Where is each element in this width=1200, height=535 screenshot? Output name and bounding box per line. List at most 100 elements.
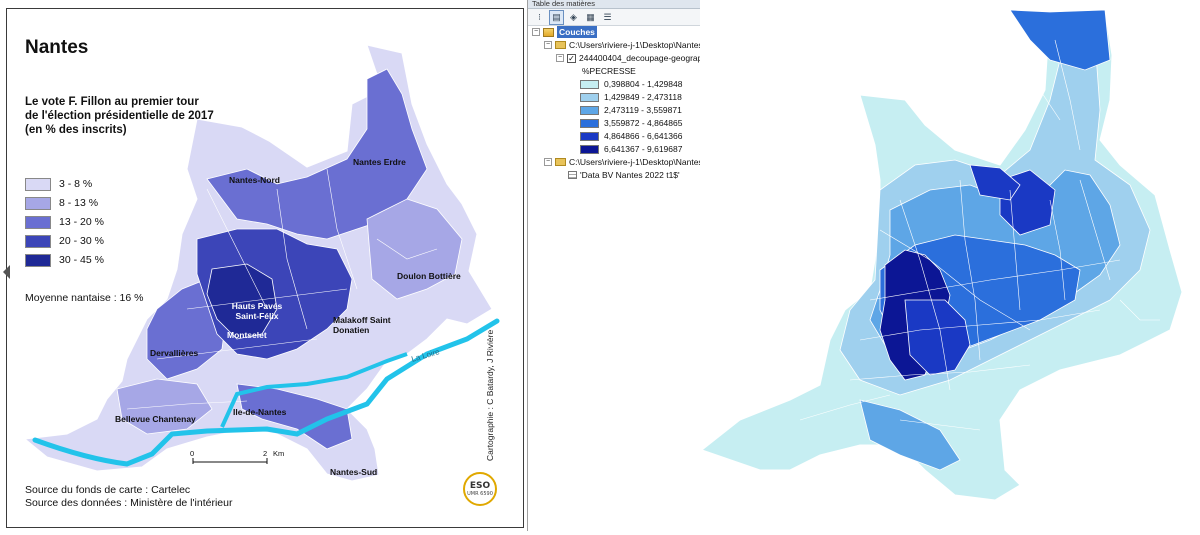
legend-swatch bbox=[25, 253, 51, 267]
legend-swatch bbox=[25, 234, 51, 248]
eso-logo-text: ESO bbox=[469, 480, 491, 491]
label-nantes-sud: Nantes-Sud bbox=[330, 467, 378, 477]
legend-label: 8 - 13 % bbox=[59, 197, 99, 209]
zone-southwest bbox=[116, 378, 213, 435]
collapse-icon[interactable]: − bbox=[544, 41, 552, 49]
zone-south bbox=[236, 383, 353, 450]
class-swatch[interactable] bbox=[580, 118, 599, 128]
loire-river bbox=[32, 318, 500, 467]
root-label[interactable]: Couches bbox=[557, 26, 597, 38]
class-row[interactable]: 2,473119 - 3,559871 bbox=[580, 104, 682, 116]
class-swatch[interactable] bbox=[580, 144, 599, 154]
pecresse-map-svg[interactable] bbox=[700, 0, 1200, 531]
legend-swatch bbox=[25, 196, 51, 210]
scale-max: 2 bbox=[263, 449, 268, 458]
legend-item: 3 - 8 % bbox=[25, 175, 104, 193]
zone-east bbox=[366, 198, 463, 300]
map-subtitle: Le vote F. Fillon au premier tour de l'é… bbox=[25, 96, 214, 136]
zone-core bbox=[206, 263, 278, 340]
class-row[interactable]: 1,429849 - 2,473118 bbox=[580, 91, 682, 103]
map-title: Nantes bbox=[25, 37, 89, 58]
legend-swatch bbox=[25, 177, 51, 191]
class-swatch[interactable] bbox=[580, 131, 599, 141]
source-fond: Source du fonds de carte : Cartelec bbox=[25, 484, 191, 496]
scale-bar bbox=[192, 458, 268, 464]
list-by-source-icon[interactable]: ▤ bbox=[549, 9, 564, 25]
list-by-drawing-order-icon[interactable]: ⁝ bbox=[538, 11, 541, 22]
label-nantes-erdre: Nantes Erdre bbox=[353, 157, 406, 167]
legend-label: 13 - 20 % bbox=[59, 216, 104, 228]
toc-header: Table des matières bbox=[528, 0, 701, 9]
table-name[interactable]: 'Data BV Nantes 2022 t1$' bbox=[580, 170, 680, 180]
tree-root[interactable]: − Couches bbox=[532, 26, 597, 38]
class-row[interactable]: 4,864866 - 6,641366 bbox=[580, 130, 682, 142]
class-label: 0,398804 - 1,429848 bbox=[604, 79, 683, 89]
eso-logo-subtext: UMR 6590 bbox=[467, 490, 493, 497]
label-doulon-bottiere: Doulon Bottière bbox=[397, 271, 461, 281]
label-malakoff: Malakoff Saint Donatien bbox=[333, 315, 391, 335]
table-icon bbox=[568, 171, 577, 179]
legend-label: 30 - 45 % bbox=[59, 254, 104, 266]
label-nantes-nord: Nantes-Nord bbox=[229, 175, 281, 185]
collapse-icon[interactable]: − bbox=[532, 28, 540, 36]
layer-name[interactable]: 244400404_decoupage-geograph bbox=[579, 53, 708, 63]
legend-label: 20 - 30 % bbox=[59, 235, 104, 247]
folder-path[interactable]: C:\Users\riviere-j-1\Desktop\Nantes bbox=[569, 40, 703, 50]
label-montselet: Montselet bbox=[227, 330, 267, 340]
table-of-contents-panel: Table des matières ⁝ ▤ ◈ ▦ ☰ − Couches −… bbox=[527, 0, 707, 531]
polygon-class-4c bbox=[969, 164, 1021, 201]
pecresse-choropleth-map[interactable] bbox=[700, 0, 1200, 531]
label-dervallieres: Dervallières bbox=[150, 348, 199, 358]
folder-path[interactable]: C:\Users\riviere-j-1\Desktop\Nantes bbox=[569, 157, 703, 167]
list-by-selection-icon[interactable]: ▦ bbox=[586, 11, 595, 22]
class-label: 3,559872 - 4,864865 bbox=[604, 118, 683, 128]
collapse-arrow-icon[interactable] bbox=[3, 265, 10, 279]
label-ile-de-nantes: Ile-de-Nantes bbox=[233, 407, 287, 417]
collapse-icon[interactable]: − bbox=[556, 54, 564, 62]
class-row[interactable]: 0,398804 - 1,429848 bbox=[580, 78, 682, 90]
legend-swatch bbox=[25, 215, 51, 229]
class-label: 2,473119 - 3,559871 bbox=[604, 105, 682, 115]
class-row[interactable]: 6,641367 - 9,619687 bbox=[580, 143, 682, 155]
class-swatch[interactable] bbox=[580, 92, 599, 102]
class-row[interactable]: 3,559872 - 4,864865 bbox=[580, 117, 682, 129]
legend-item: 20 - 30 % bbox=[25, 232, 104, 250]
scale-unit: Km bbox=[273, 449, 285, 458]
layers-icon bbox=[543, 27, 554, 37]
polygon-class-5 bbox=[904, 299, 971, 376]
toc-toolbar: ⁝ ▤ ◈ ▦ ☰ bbox=[528, 9, 701, 26]
field-row: %PECRESSE bbox=[582, 65, 636, 77]
source-donnees: Source des données : Ministère de l'inté… bbox=[25, 497, 233, 509]
label-hauts-paves: Hauts Pavés Saint-Félix bbox=[231, 301, 283, 321]
polygon-class-3b bbox=[859, 399, 961, 471]
collapse-icon[interactable]: − bbox=[544, 158, 552, 166]
class-label: 4,864866 - 6,641366 bbox=[604, 131, 683, 141]
table-row[interactable]: 'Data BV Nantes 2022 t1$' bbox=[568, 169, 680, 181]
field-name: %PECRESSE bbox=[582, 66, 636, 76]
label-bellevue: Bellevue Chantenay bbox=[115, 414, 196, 424]
folder-icon bbox=[555, 41, 566, 49]
credit-text: Cartographie : C Batardy, J Rivière bbox=[485, 329, 495, 461]
class-swatch[interactable] bbox=[580, 105, 599, 115]
map-legend: 3 - 8 % 8 - 13 % 13 - 20 % 20 - 30 % 30 … bbox=[25, 175, 104, 270]
zone-north bbox=[206, 68, 428, 240]
folder-row[interactable]: − C:\Users\riviere-j-1\Desktop\Nantes bbox=[544, 39, 703, 51]
fillon-map-svg bbox=[23, 44, 500, 482]
folder-row[interactable]: − C:\Users\riviere-j-1\Desktop\Nantes bbox=[544, 156, 703, 168]
eso-logo: ESO UMR 6590 bbox=[463, 472, 497, 506]
options-icon[interactable]: ☰ bbox=[603, 11, 612, 22]
class-swatch[interactable] bbox=[580, 79, 599, 89]
folder-icon bbox=[555, 158, 566, 166]
legend-label: 3 - 8 % bbox=[59, 178, 93, 190]
layer-row[interactable]: − ✓ 244400404_decoupage-geograph bbox=[556, 52, 707, 64]
list-by-visibility-icon[interactable]: ◈ bbox=[570, 11, 577, 22]
loire-branch bbox=[220, 352, 408, 428]
fillon-vote-map: Nantes Le vote F. Fillon au premier tour… bbox=[3, 8, 524, 528]
class-label: 1,429849 - 2,473118 bbox=[604, 92, 682, 102]
visibility-checkbox[interactable]: ✓ bbox=[567, 53, 576, 63]
legend-item: 8 - 13 % bbox=[25, 194, 104, 212]
legend-item: 30 - 45 % bbox=[25, 251, 104, 269]
legend-item: 13 - 20 % bbox=[25, 213, 104, 231]
scale-zero: 0 bbox=[190, 449, 195, 458]
class-label: 6,641367 - 9,619687 bbox=[604, 144, 683, 154]
